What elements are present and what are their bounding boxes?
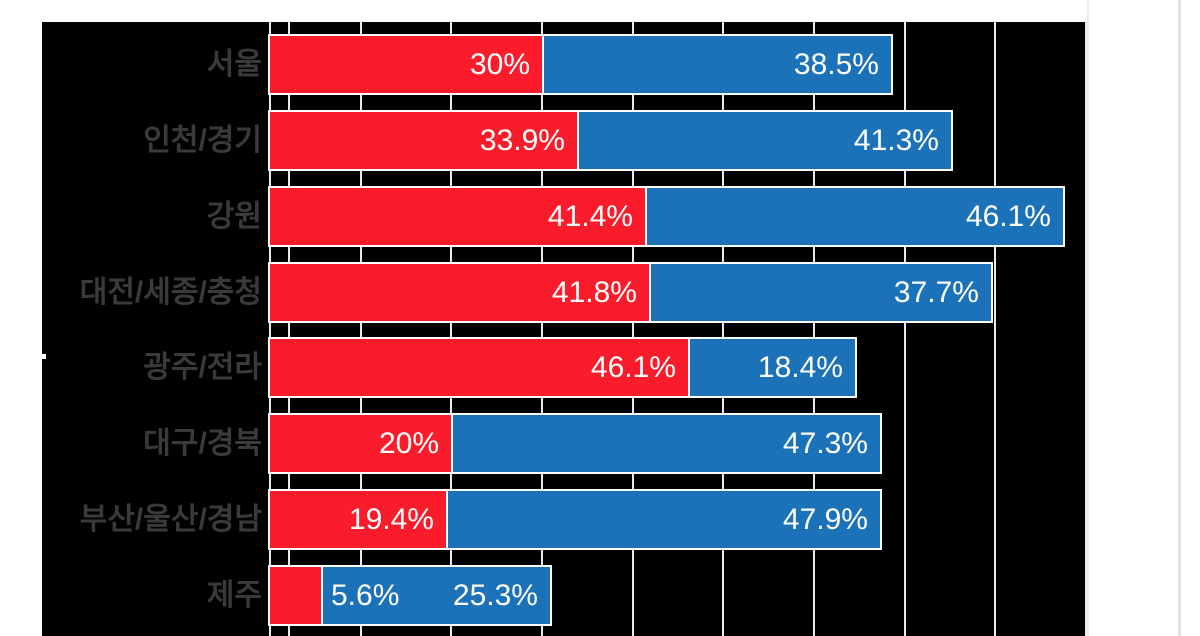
red-bar	[270, 339, 688, 396]
gridline	[541, 22, 543, 636]
red-bar-value: 41.4%	[547, 199, 633, 233]
window-edge-line	[1178, 0, 1181, 636]
blue-bar-value: 38.5%	[793, 47, 879, 81]
red-bar	[270, 36, 542, 93]
blue-bar	[688, 339, 855, 396]
blue-bar	[451, 415, 880, 472]
gridline	[288, 22, 291, 636]
category-label: 강원	[206, 200, 262, 233]
red-bar	[270, 188, 645, 245]
category-label: 대구/경북	[143, 427, 262, 460]
red-bar-value: 41.8%	[551, 275, 637, 309]
blue-bar-value: 37.7%	[893, 275, 979, 309]
red-bar	[270, 264, 649, 321]
red-bar-value: 33.9%	[479, 123, 565, 157]
gridline	[722, 22, 725, 636]
category-label: 광주/전라	[143, 351, 262, 384]
red-bar	[270, 567, 321, 624]
red-bar-value: 20%	[378, 426, 439, 460]
red-bar	[270, 112, 577, 169]
red-bar-value: 5.6%	[331, 578, 400, 612]
red-bar-value: 46.1%	[590, 350, 676, 384]
category-label: 제주	[206, 579, 262, 612]
red-bar	[270, 415, 451, 472]
gridline	[359, 22, 362, 636]
blue-bar	[542, 36, 891, 93]
gridline	[450, 22, 453, 636]
gridline	[813, 22, 815, 636]
red-bar-value: 19.4%	[348, 502, 434, 536]
category-label: 인천/경기	[143, 124, 262, 157]
gridline	[903, 22, 906, 636]
axis-tick	[42, 354, 46, 359]
blue-bar	[645, 188, 1063, 245]
plot-right-border	[1087, 0, 1089, 636]
category-label: 서울	[206, 48, 262, 81]
gridline	[631, 22, 634, 636]
blue-bar-value: 47.9%	[782, 502, 868, 536]
blue-bar	[577, 112, 951, 169]
blue-bar-value: 41.3%	[853, 123, 939, 157]
red-bar-value: 30%	[469, 47, 530, 81]
blue-bar-value: 18.4%	[757, 350, 843, 384]
gridline	[994, 22, 997, 636]
gridline	[1085, 22, 1087, 636]
category-label: 부산/울산/경남	[79, 503, 262, 536]
red-bar	[270, 491, 446, 548]
plot-area: 서울 30% 38.5% 인천/경기 33.9% 41.3% 강원 41.4% 46.1% 대전/…	[42, 22, 1087, 636]
blue-bar	[321, 567, 550, 624]
blue-bar-value: 47.3%	[782, 426, 868, 460]
blue-bar	[649, 264, 991, 321]
blue-bar	[446, 491, 880, 548]
gridline	[269, 22, 271, 636]
blue-bar-value: 46.1%	[965, 199, 1051, 233]
blue-bar-value: 25.3%	[452, 578, 538, 612]
category-label: 대전/세종/충청	[79, 276, 262, 309]
